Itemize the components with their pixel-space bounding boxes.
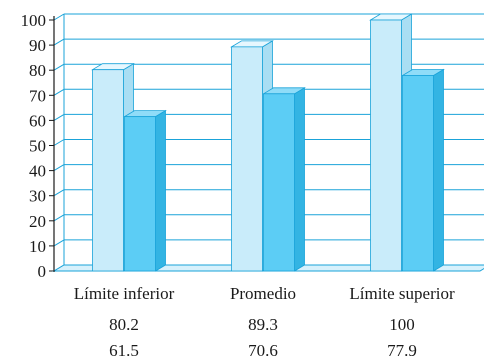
y-tick-label: 60 bbox=[29, 111, 46, 130]
y-tick-label: 0 bbox=[38, 262, 47, 281]
y-tick-label: 90 bbox=[29, 36, 46, 55]
value-cell: 80.2 bbox=[109, 315, 139, 334]
bar bbox=[231, 46, 263, 272]
gridline-connector bbox=[53, 13, 65, 21]
category-label: Límite superior bbox=[349, 284, 455, 303]
bars bbox=[91, 13, 445, 272]
y-tick-label: 30 bbox=[29, 187, 46, 206]
bar bbox=[370, 19, 402, 272]
y-tick-label: 70 bbox=[29, 86, 46, 105]
value-cell: 89.3 bbox=[248, 315, 278, 334]
bar-side bbox=[294, 87, 305, 272]
bar-side bbox=[433, 68, 444, 272]
gridline-connector bbox=[53, 164, 65, 172]
gridline-connector bbox=[53, 38, 65, 46]
category-labels: Límite inferior Promedio Límite superior bbox=[74, 284, 455, 303]
bar-side bbox=[155, 109, 166, 272]
gridline-connector bbox=[53, 88, 65, 96]
value-cell: 61.5 bbox=[109, 341, 139, 359]
y-tick-label: 10 bbox=[29, 237, 46, 256]
gridline-connector bbox=[53, 63, 65, 71]
bar bbox=[263, 93, 295, 272]
value-table: 80.2 89.3 100 61.5 70.6 77.9 bbox=[109, 315, 417, 359]
bar bbox=[402, 75, 434, 272]
y-tick-label: 80 bbox=[29, 61, 46, 80]
category-label: Promedio bbox=[230, 284, 296, 303]
gridline-connector bbox=[53, 214, 65, 222]
value-cell: 100 bbox=[389, 315, 415, 334]
bar bbox=[124, 116, 156, 272]
y-tick-label: 50 bbox=[29, 137, 46, 156]
gridline-connector bbox=[53, 139, 65, 146]
y-tick-label: 40 bbox=[29, 162, 46, 181]
category-label: Límite inferior bbox=[74, 284, 175, 303]
bar bbox=[92, 69, 124, 272]
y-tick-label: 20 bbox=[29, 212, 46, 231]
gridline-connector bbox=[53, 189, 65, 197]
y-tick-labels: 0 10 20 30 40 50 60 70 80 90 100 bbox=[21, 11, 47, 281]
value-cell: 70.6 bbox=[248, 341, 278, 359]
gridline-connector bbox=[53, 113, 65, 121]
gridline-connector bbox=[53, 239, 65, 247]
y-tick-label: 100 bbox=[21, 11, 47, 30]
value-cell: 77.9 bbox=[387, 341, 417, 359]
